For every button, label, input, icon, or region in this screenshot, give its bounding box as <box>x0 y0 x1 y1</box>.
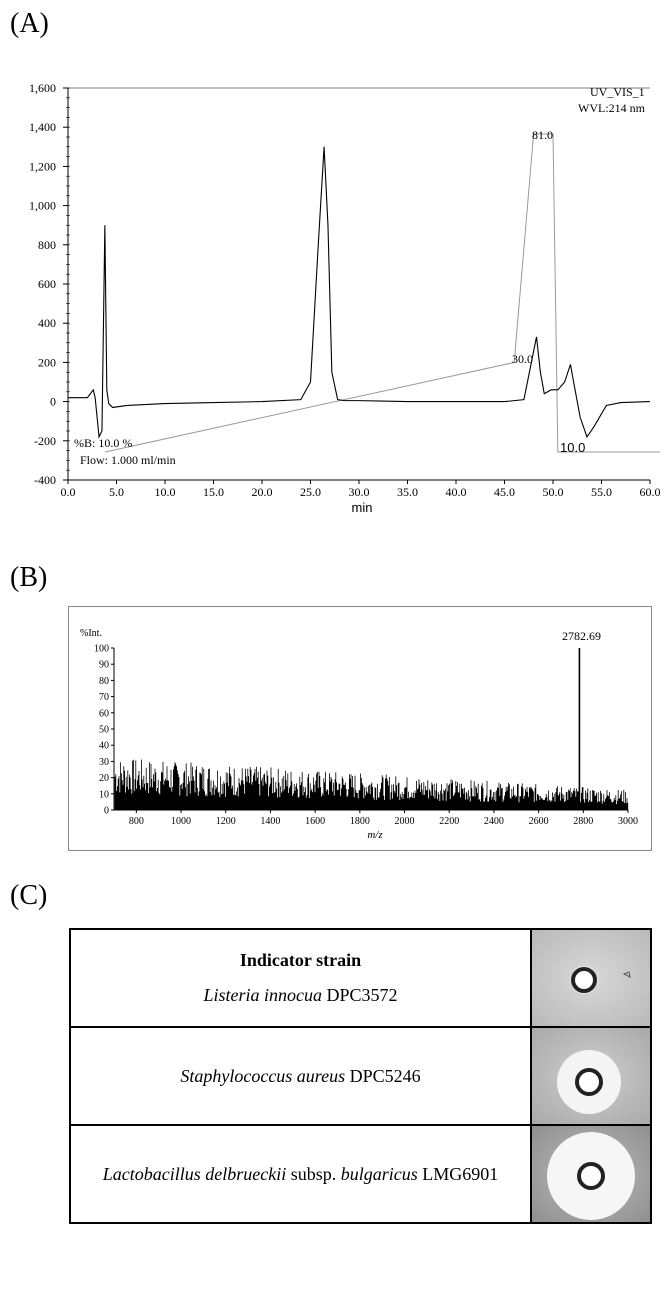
x-tick-label: 5.0 <box>109 485 124 499</box>
x-tick-label: 30.0 <box>349 485 370 499</box>
strain-name: Lactobacillus delbrueckii subsp. bulgari… <box>102 1163 499 1184</box>
y-tick-label: 80 <box>99 676 109 687</box>
mass-spectrum: 0 10 20 30 40 50 60 70 80 90 100 800 1000 1200 1400 160… <box>80 628 638 841</box>
percent-b-label: %B: 10.0 % <box>74 436 132 450</box>
x-tick-label: 2800 <box>573 816 593 827</box>
mass-spectrum-frame <box>68 606 652 851</box>
gradient-label-30: 30.0 <box>512 352 533 366</box>
y-tick-label: 90 <box>99 660 109 671</box>
y-tick-label: 100 <box>94 644 109 655</box>
indicator-strain-table: Indicator strain Listeria innocua DPC357… <box>69 928 652 1224</box>
panel-label-a: (A) <box>10 8 49 39</box>
hplc-chromatogram: 0.0 5.0 10.0 15.0 20.0 25.0 30.0 35.0 40.0 45.0 50… <box>29 81 661 515</box>
gradient-line <box>104 133 660 453</box>
channel-label: UV_VIS_1 <box>590 85 645 99</box>
table-row: Indicator strain Listeria innocua DPC357… <box>69 928 652 1028</box>
inhibition-zone-large <box>532 1126 650 1222</box>
peak-label: 2782.69 <box>562 629 601 643</box>
x-tick-label: 15.0 <box>203 485 224 499</box>
x-tick-label: 0.0 <box>61 485 76 499</box>
y-tick-label: 1,000 <box>29 199 56 213</box>
x-tick-label: 10.0 <box>155 485 176 499</box>
panel-label-b: (B) <box>10 562 48 593</box>
x-tick-label: 1400 <box>260 816 280 827</box>
x-tick-label: 2400 <box>484 816 504 827</box>
table-row: Staphylococcus aureus DPC5246 <box>69 1026 652 1126</box>
wavelength-label: WVL:214 nm <box>578 101 646 115</box>
strain-cell: Staphylococcus aureus DPC5246 <box>69 1026 532 1126</box>
gradient-label-10: 10.0 <box>560 440 585 455</box>
y-tick-label: 1,600 <box>29 81 56 95</box>
strain-name: Staphylococcus aureus DPC5246 <box>180 1065 421 1086</box>
x-tick-label: 1800 <box>350 816 370 827</box>
strain-cell: Lactobacillus delbrueckii subsp. bulgari… <box>69 1124 532 1224</box>
x-tick-label: 1200 <box>216 816 236 827</box>
y-tick-label: 800 <box>38 238 56 252</box>
spectrum-noise <box>114 759 629 810</box>
x-tick-label: 60.0 <box>640 485 661 499</box>
y-tick-label: 1,200 <box>29 159 56 173</box>
inhibition-zone-image <box>530 1124 652 1224</box>
x-tick-label: 20.0 <box>252 485 273 499</box>
x-tick-label: 1000 <box>171 816 191 827</box>
y-tick-label: 40 <box>99 741 109 752</box>
x-tick-label: 40.0 <box>446 485 467 499</box>
y-tick-label: -200 <box>34 434 56 448</box>
x-tick-label: 2000 <box>395 816 415 827</box>
gradient-label-81: 81.0 <box>532 128 553 142</box>
x-tick-label: 55.0 <box>591 485 612 499</box>
x-axis-label: m/z <box>367 829 383 841</box>
y-tick-label: 600 <box>38 277 56 291</box>
y-tick-label: 20 <box>99 773 109 784</box>
y-tick-label: 70 <box>99 692 109 703</box>
y-tick-label: 1,400 <box>29 120 56 134</box>
x-tick-label: 2600 <box>529 816 549 827</box>
x-tick-label: 800 <box>129 816 144 827</box>
table-header: Indicator strain <box>239 950 362 970</box>
y-tick-label: 0 <box>104 806 109 817</box>
strain-name: Listeria innocua DPC3572 <box>203 985 398 1005</box>
x-axis-label: min <box>352 500 373 515</box>
y-tick-label: 0 <box>50 395 56 409</box>
y-tick-label: 400 <box>38 316 56 330</box>
y-tick-label: 10 <box>99 789 109 800</box>
x-tick-label: 35.0 <box>397 485 418 499</box>
x-tick-label: 25.0 <box>300 485 321 499</box>
inhibition-zone-medium <box>532 1028 650 1124</box>
x-tick-label: 50.0 <box>543 485 564 499</box>
x-tick-label: 2200 <box>439 816 459 827</box>
x-tick-label: 3000 <box>618 816 638 827</box>
inhibition-zone-image <box>530 1026 652 1126</box>
inhibition-zone-small <box>532 930 650 1026</box>
y-tick-label: 60 <box>99 708 109 719</box>
x-tick-label: 45.0 <box>494 485 515 499</box>
x-tick-label: 1600 <box>305 816 325 827</box>
y-tick-label: 30 <box>99 757 109 768</box>
y-axis-label: %Int. <box>80 628 102 639</box>
uv-trace <box>68 146 651 439</box>
y-tick-label: -400 <box>34 473 56 487</box>
y-tick-label: 50 <box>99 725 109 736</box>
flow-label: Flow: 1.000 ml/min <box>80 453 176 467</box>
y-tick-label: 200 <box>38 355 56 369</box>
inhibition-zone-image <box>530 928 652 1028</box>
panel-label-c: (C) <box>10 880 48 911</box>
strain-cell: Indicator strain Listeria innocua DPC357… <box>69 928 532 1028</box>
table-row: Lactobacillus delbrueckii subsp. bulgari… <box>69 1124 652 1224</box>
